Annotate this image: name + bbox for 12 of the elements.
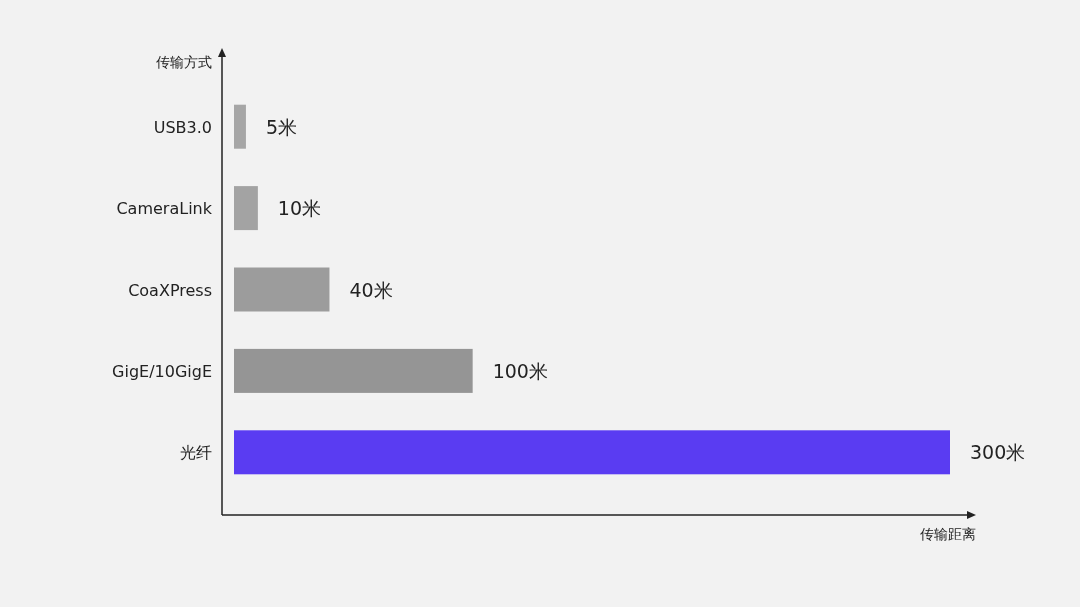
data-label: 100米 — [492, 359, 548, 382]
y-tick-label: GigE/10GigE — [112, 361, 212, 381]
y-axis-title: 传输方式 — [156, 54, 212, 70]
y-tick-label: CoaXPress — [128, 280, 212, 300]
data-label: 10米 — [277, 197, 322, 220]
data-label: 40米 — [349, 278, 393, 301]
y-tick-label: 光纤 — [180, 443, 212, 463]
y-tick-label: CameraLink — [116, 199, 213, 219]
data-label: 5米 — [265, 115, 298, 138]
y-tick-label: USB3.0 — [153, 117, 212, 137]
x-axis-title: 传输距离 — [920, 526, 976, 542]
data-label: 300米 — [970, 441, 1026, 464]
